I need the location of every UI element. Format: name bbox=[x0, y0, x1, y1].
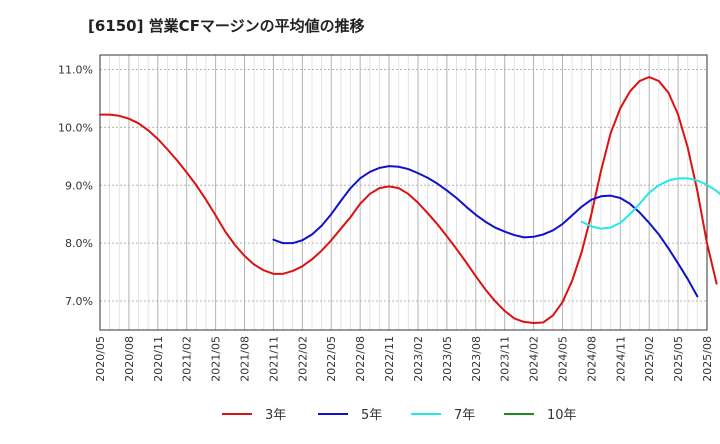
series-layer bbox=[99, 76, 720, 325]
chart-title: [6150] 営業CFマージンの平均値の推移 bbox=[88, 17, 365, 35]
x-tick-label: 2022/02 bbox=[296, 336, 309, 382]
x-tick-label: 2020/08 bbox=[123, 336, 136, 382]
x-tick-label: 2024/11 bbox=[614, 336, 627, 382]
y-tick-label: 11.0% bbox=[58, 63, 93, 76]
x-tick-label: 2023/05 bbox=[441, 336, 454, 382]
x-tick-label: 2022/05 bbox=[325, 336, 338, 382]
x-tick-label: 2021/02 bbox=[181, 336, 194, 382]
x-tick-label: 2024/05 bbox=[556, 336, 569, 382]
y-tick-label: 10.0% bbox=[58, 121, 93, 134]
legend: 3年 5年 7年 10年 bbox=[222, 408, 577, 423]
x-tick-label: 2025/05 bbox=[672, 336, 685, 382]
series-line-5年 bbox=[272, 165, 699, 298]
x-tick-label: 2021/11 bbox=[267, 336, 280, 382]
grid-layer bbox=[99, 55, 708, 330]
x-tick-label: 2025/08 bbox=[701, 336, 714, 382]
x-tick-label: 2024/08 bbox=[585, 336, 598, 382]
x-tick-label: 2022/11 bbox=[383, 336, 396, 382]
x-tick-label: 2024/02 bbox=[528, 336, 541, 382]
x-tick-label: 2021/08 bbox=[239, 336, 252, 382]
y-tick-label: 9.0% bbox=[65, 179, 93, 192]
x-tick-label: 2023/02 bbox=[412, 336, 425, 382]
plot-frame bbox=[99, 54, 708, 331]
legend-label-7年: 7年 bbox=[454, 408, 475, 423]
x-tick-label: 2020/11 bbox=[152, 336, 165, 382]
legend-label-3年: 3年 bbox=[265, 408, 286, 423]
x-tick-label: 2021/05 bbox=[210, 336, 223, 382]
x-axis-ticks: 2020/05 2020/08 2020/11 2021/02 2021/05 2021/… bbox=[94, 336, 714, 382]
y-tick-label: 7.0% bbox=[65, 295, 93, 308]
series-line-3年 bbox=[99, 76, 718, 325]
x-tick-label: 2020/05 bbox=[94, 336, 107, 382]
y-axis-ticks: 7.0% 8.0% 9.0% 10.0% 11.0% bbox=[58, 63, 93, 308]
series-line-7年 bbox=[580, 177, 720, 230]
legend-label-5年: 5年 bbox=[361, 408, 382, 423]
x-tick-label: 2022/08 bbox=[354, 336, 367, 382]
x-tick-label: 2025/02 bbox=[643, 336, 656, 382]
x-tick-label: 2023/11 bbox=[499, 336, 512, 382]
y-tick-label: 8.0% bbox=[65, 237, 93, 250]
x-tick-label: 2023/08 bbox=[470, 336, 483, 382]
legend-label-10年: 10年 bbox=[547, 408, 577, 423]
